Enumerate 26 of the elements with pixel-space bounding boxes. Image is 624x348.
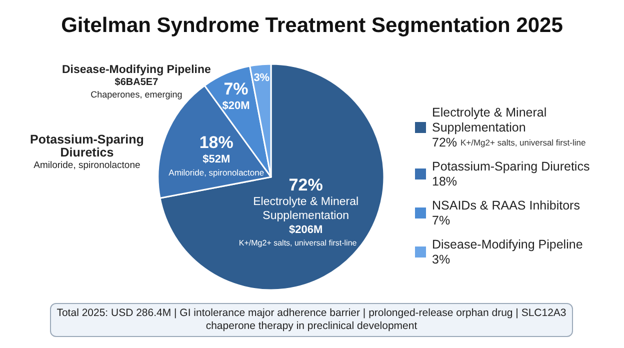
data-label: 3%	[254, 72, 270, 84]
slice-label: Potassium-Sparing Diuretics	[30, 132, 144, 160]
text: Amiloride, spironolactone	[168, 167, 264, 178]
category-label: Disease-Modifying Pipeline	[62, 64, 211, 76]
text: 7%	[432, 214, 450, 228]
data-label: 7%	[224, 80, 248, 99]
text: 18%	[432, 174, 458, 188]
text: 3%	[432, 252, 450, 266]
data-label: 18%	[199, 132, 234, 152]
text: $206M	[289, 224, 323, 236]
legend-label: Electrolyte & Mineral Supplementation	[432, 106, 547, 134]
data-label: 72%	[288, 175, 323, 194]
text: K+/Mg2+ salts, universal first-line	[238, 238, 357, 248]
chart-title: Gitelman Syndrome Treatment Segmentation 2025	[61, 14, 564, 37]
legend-label: Disease-Modifying Pipeline	[432, 238, 583, 252]
text: $6BA5E7	[114, 77, 159, 88]
text: Total 2025: USD 286.4M | GI intolerance major adherence barrier | prolonged-release orphan drug | SLC12A3 chaperone therapy in preclinical development	[50, 303, 573, 337]
text: 72%	[432, 136, 458, 150]
text: $52M	[202, 153, 230, 166]
text: Chaperones, emerging	[90, 90, 182, 100]
text: $20M	[222, 100, 250, 112]
legend-label: Potassium-Sparing Diuretics	[432, 160, 590, 174]
text: Amiloride, spironolactone	[34, 160, 140, 171]
text: K+/Mg2+ salts, universal first-line	[460, 138, 586, 148]
slice-label: Electrolyte & Mineral Supplementation	[253, 196, 359, 222]
legend-label: NSAIDs & RAAS Inhibitors	[432, 198, 580, 212]
